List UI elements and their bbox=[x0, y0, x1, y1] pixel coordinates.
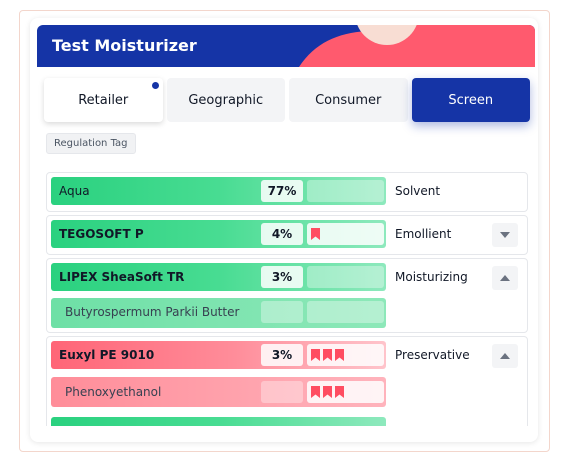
notification-dot bbox=[151, 82, 159, 89]
ingredient-row: Aqua 77% Solvent bbox=[46, 172, 528, 212]
ingredient-percent: 4% bbox=[261, 223, 303, 245]
tab-screen[interactable]: Screen bbox=[411, 78, 530, 122]
component-bar: Butyrospermum Parkii Butter bbox=[51, 298, 386, 328]
hazard-indicator bbox=[307, 301, 384, 323]
ingredient-percent: 77% bbox=[261, 180, 303, 202]
hazard-indicator bbox=[307, 381, 384, 403]
component-bar-partial bbox=[51, 417, 386, 426]
card-header: Test Moisturizer bbox=[37, 25, 535, 67]
component-percent bbox=[261, 381, 303, 403]
ingredient-bar: TEGOSOFT P 4% bbox=[51, 220, 386, 248]
product-card: Test Moisturizer Retailer Geographic Con… bbox=[30, 18, 538, 442]
ingredient-percent: 3% bbox=[261, 266, 303, 288]
chevron-up-icon bbox=[500, 353, 510, 359]
component-percent bbox=[261, 301, 303, 323]
bookmark-flag-icon bbox=[323, 386, 332, 398]
bookmark-flag-icon bbox=[335, 349, 344, 361]
tab-label: Screen bbox=[448, 92, 494, 108]
ingredient-percent: 3% bbox=[261, 344, 303, 366]
ingredient-bar: Euxyl PE 9010 3% bbox=[51, 341, 386, 369]
ingredient-function: Solvent bbox=[395, 184, 441, 198]
hazard-indicator bbox=[307, 223, 384, 245]
tab-consumer[interactable]: Consumer bbox=[289, 78, 408, 122]
bookmark-flag-icon bbox=[311, 349, 320, 361]
component-name: Phenoxyethanol bbox=[65, 385, 162, 399]
regulation-tag-button[interactable]: Regulation Tag bbox=[46, 133, 136, 154]
hazard-indicator bbox=[307, 180, 384, 202]
tab-label: Consumer bbox=[315, 92, 382, 108]
ingredient-bar: Aqua 77% bbox=[51, 177, 386, 205]
tab-label: Retailer bbox=[78, 92, 129, 108]
ingredient-name: TEGOSOFT P bbox=[59, 227, 144, 241]
hazard-indicator bbox=[307, 344, 384, 366]
ingredient-function: Preservative bbox=[395, 348, 470, 362]
hazard-indicator bbox=[307, 266, 384, 288]
expand-toggle[interactable] bbox=[492, 223, 518, 247]
tab-geographic[interactable]: Geographic bbox=[166, 78, 285, 122]
ingredient-bar: LIPEX SheaSoft TR 3% bbox=[51, 263, 386, 291]
ingredient-row: LIPEX SheaSoft TR 3% Moisturizing Butyro… bbox=[46, 258, 528, 333]
bookmark-flag-icon bbox=[323, 349, 332, 361]
component-name: Butyrospermum Parkii Butter bbox=[65, 305, 240, 319]
ingredient-name: Euxyl PE 9010 bbox=[59, 348, 155, 362]
ingredient-name: LIPEX SheaSoft TR bbox=[59, 270, 185, 284]
bookmark-flag-icon bbox=[311, 228, 320, 240]
ingredient-row: Euxyl PE 9010 3% Preservative Phenoxyeth… bbox=[46, 336, 528, 426]
chevron-up-icon bbox=[500, 275, 510, 281]
ingredient-function: Moisturizing bbox=[395, 270, 468, 284]
ingredient-row: TEGOSOFT P 4% Emollient bbox=[46, 215, 528, 255]
header-wave-decoration bbox=[299, 25, 535, 67]
bookmark-flag-icon bbox=[335, 386, 344, 398]
tab-label: Geographic bbox=[188, 92, 264, 108]
collapse-toggle[interactable] bbox=[492, 266, 518, 290]
bookmark-flag-icon bbox=[311, 386, 320, 398]
tab-retailer[interactable]: Retailer bbox=[44, 78, 163, 122]
product-title: Test Moisturizer bbox=[52, 36, 197, 55]
segment-tabs: Retailer Geographic Consumer Screen bbox=[44, 78, 530, 122]
ingredient-name: Aqua bbox=[59, 184, 90, 198]
ingredient-function: Emollient bbox=[395, 227, 452, 241]
component-bar: Phenoxyethanol bbox=[51, 377, 386, 407]
collapse-toggle[interactable] bbox=[492, 344, 518, 368]
chevron-down-icon bbox=[500, 232, 510, 238]
ingredient-list: Aqua 77% Solvent TEGOSOFT P 4% Emollient bbox=[46, 172, 528, 426]
